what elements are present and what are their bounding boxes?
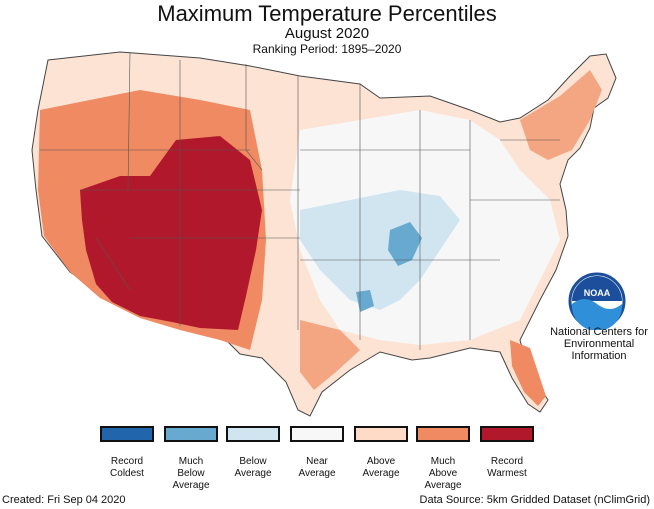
legend-swatch-record-coldest — [100, 426, 154, 442]
map-title: Maximum Temperature Percentiles — [157, 1, 497, 26]
much-above-average-florida — [510, 340, 546, 406]
legend-swatch-above — [354, 426, 408, 442]
data-source: Data Source: 5km Gridded Dataset (nClimG… — [419, 494, 650, 506]
above-average-northeast — [520, 70, 602, 160]
much-below-average-region — [388, 222, 422, 266]
legend-label-record-warmest: Record Warmest — [487, 456, 527, 479]
legend-swatch-record-warmest — [480, 426, 534, 442]
legend-swatch-below — [226, 426, 280, 442]
above-average-gulf — [300, 320, 360, 390]
ranking-period: Ranking Period: 1895–2020 — [252, 42, 402, 56]
legend: Record Coldest Much Below Average Below … — [0, 426, 654, 496]
legend-label-above: Above Average — [362, 456, 400, 479]
org-line-2: Environmental — [563, 338, 635, 350]
record-warmest-region — [80, 136, 262, 330]
legend-label-below: Below Average — [234, 456, 272, 479]
legend-label-much-below: Much Below Average — [172, 456, 210, 491]
map-subtitle: August 2020 — [284, 25, 370, 42]
created-date: Created: Fri Sep 04 2020 — [2, 494, 126, 506]
org-line-1: National Centers for — [550, 326, 648, 338]
state-boundaries — [40, 51, 560, 350]
legend-swatch-much-above — [416, 426, 470, 442]
ncei-org-name: National Centers for Environmental Infor… — [540, 326, 654, 362]
legend-label-record-coldest: Record Coldest — [110, 456, 144, 479]
legend-label-near: Near Average — [298, 456, 336, 479]
noaa-logo-text: NOAA — [584, 288, 611, 298]
legend-label-much-above: Much Above Average — [424, 456, 462, 491]
legend-swatch-much-below — [164, 426, 218, 442]
much-below-average-region-2 — [356, 290, 374, 312]
org-line-3: Information — [571, 350, 627, 362]
legend-swatch-near — [290, 426, 344, 442]
noaa-logo-icon: NOAA — [568, 272, 626, 330]
